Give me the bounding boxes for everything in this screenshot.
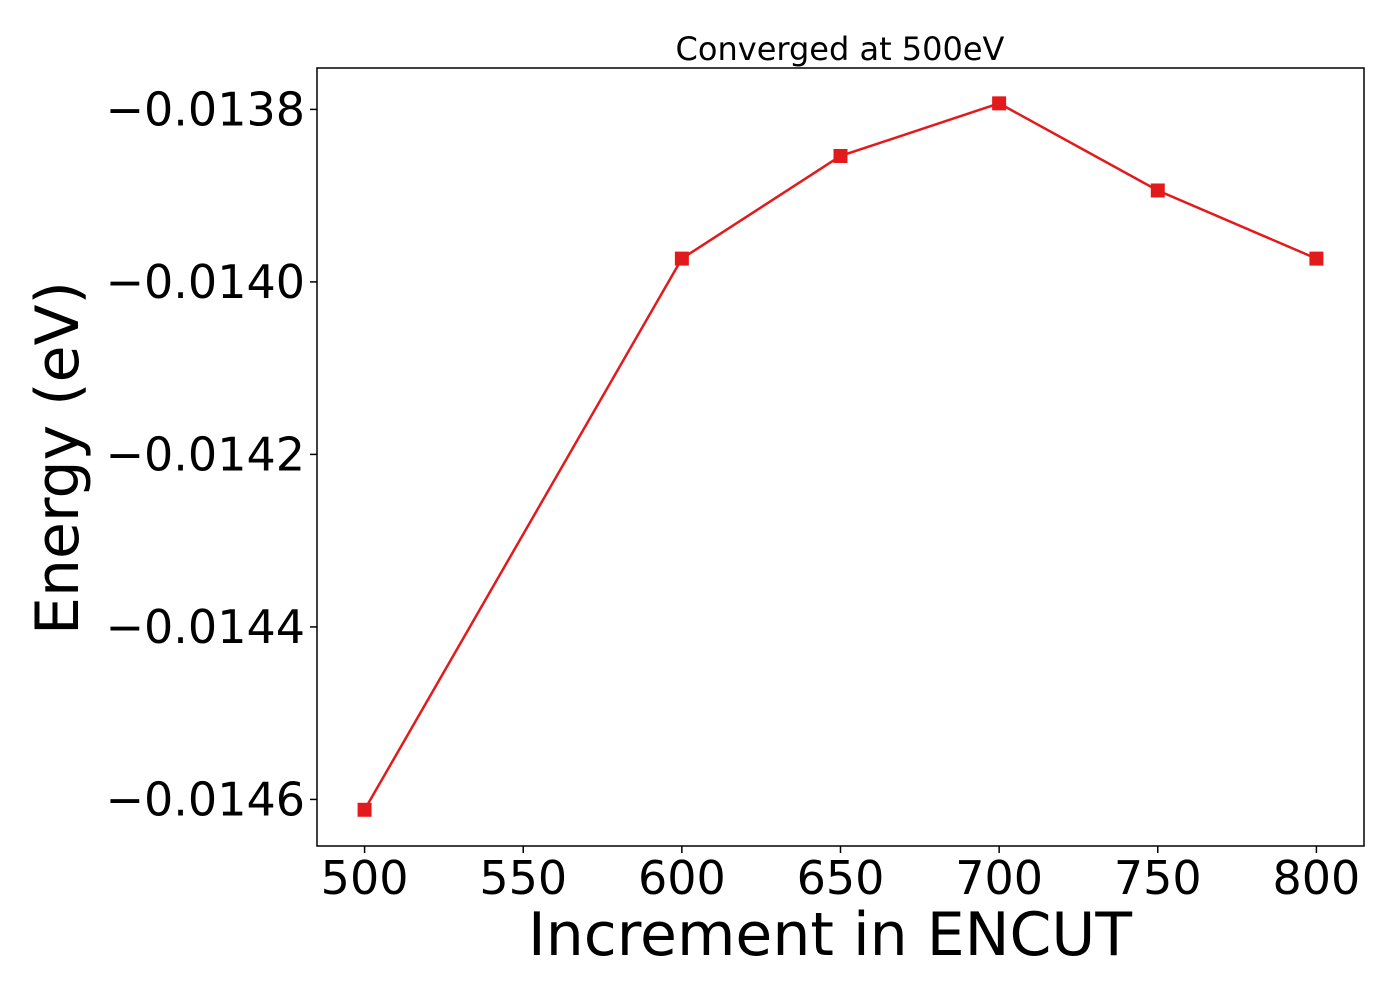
- data-point-marker: [357, 802, 372, 817]
- x-axis: 500 550 600 650 700 750 800: [321, 846, 1361, 905]
- x-tick-label: 750: [1114, 851, 1202, 905]
- y-axis-title: Energy (eV): [23, 281, 93, 635]
- series-line: [363, 102, 1317, 811]
- data-point-marker: [1150, 183, 1165, 198]
- data-point-marker: [674, 251, 689, 266]
- x-tick-label: 800: [1273, 851, 1361, 905]
- data-point-marker: [1309, 251, 1324, 266]
- x-tick-label: 650: [797, 851, 885, 905]
- x-tick-label: 500: [321, 851, 409, 905]
- x-tick-label: 700: [955, 851, 1043, 905]
- y-tick-label: −0.0146: [106, 772, 306, 826]
- y-axis: −0.0146 −0.0144 −0.0142 −0.0140 −0.0138: [106, 82, 317, 826]
- y-tick-label: −0.0140: [106, 255, 306, 309]
- y-tick-label: −0.0144: [106, 600, 306, 654]
- plot-frame: [316, 67, 1365, 847]
- y-tick-label: −0.0142: [106, 427, 306, 481]
- chart-title: Converged at 500eV: [676, 30, 1005, 68]
- x-tick-label: 600: [638, 851, 726, 905]
- data-point-marker: [833, 148, 848, 163]
- data-point-marker: [992, 96, 1007, 111]
- x-tick-label: 550: [479, 851, 567, 905]
- series-layer: [357, 96, 1324, 817]
- y-tick-label: −0.0138: [106, 82, 306, 136]
- x-axis-title: Increment in ENCUT: [528, 900, 1132, 970]
